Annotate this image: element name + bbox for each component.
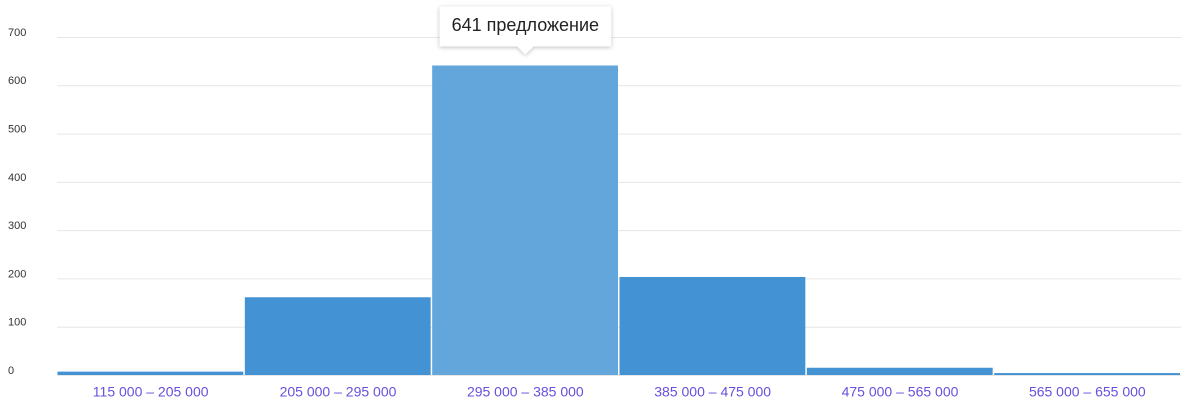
y-tick-label: 400 [8,172,26,184]
bar[interactable] [994,373,1180,375]
y-tick-label: 500 [8,123,26,135]
y-tick-label: 100 [8,317,26,329]
bar[interactable] [806,367,993,375]
y-tick-label: 600 [8,75,26,87]
tooltip-text: 641 предложение [452,15,599,35]
x-tick-label: 115 000 – 205 000 [93,384,209,400]
x-tick-label: 205 000 – 295 000 [280,384,397,400]
y-tick-label: 300 [8,220,26,232]
y-tick-label: 200 [8,268,26,280]
y-tick-label: 0 [8,365,14,377]
x-tick-label: 565 000 – 655 000 [1029,384,1146,400]
bar[interactable] [432,65,618,375]
x-tick-label: 385 000 – 475 000 [654,384,771,400]
tooltip: 641 предложение [439,6,612,55]
x-tick-label: 475 000 – 565 000 [842,384,959,400]
bar[interactable] [57,371,244,375]
y-tick-label: 700 [8,27,26,39]
x-tick-label: 295 000 – 385 000 [467,384,584,400]
bar[interactable] [244,297,431,375]
bar[interactable] [619,276,806,375]
tooltip-box [439,6,612,55]
